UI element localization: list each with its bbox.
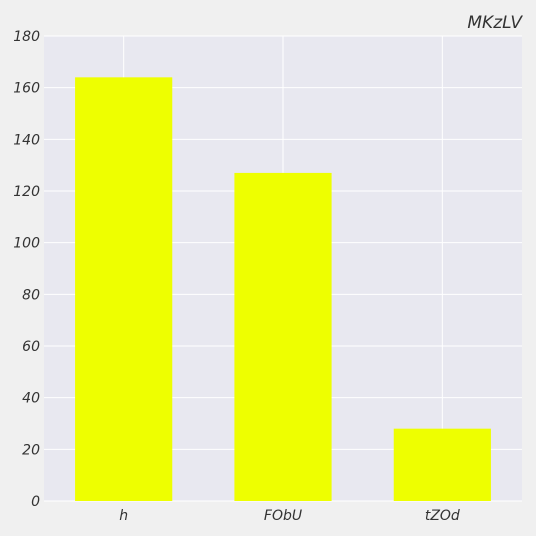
y-tick-label: 140 [13,132,40,148]
y-tick-label: 120 [13,184,40,200]
y-tick-label: 160 [13,81,40,97]
bar-FObU [234,172,332,501]
x-tick-label: FObU [264,508,302,524]
y-tick-label: 20 [22,442,40,458]
x-axis-ticks: h FObU tZOd [119,508,460,524]
bar-h [75,77,173,501]
y-tick-label: 80 [22,287,40,303]
bars [75,77,491,501]
y-tick-label: 60 [22,339,40,355]
y-axis-ticks: 0 20 40 60 80 100 120 140 160 180 [13,29,40,510]
x-tick-label: h [119,508,128,524]
x-tick-label: tZOd [425,508,460,524]
bar-tZOd [393,428,491,501]
y-tick-label: 100 [13,236,40,252]
y-tick-label: 180 [13,29,40,45]
y-tick-label: 0 [31,494,40,510]
y-tick-label: 40 [22,391,40,407]
chart-title: MKzLV [467,13,523,33]
